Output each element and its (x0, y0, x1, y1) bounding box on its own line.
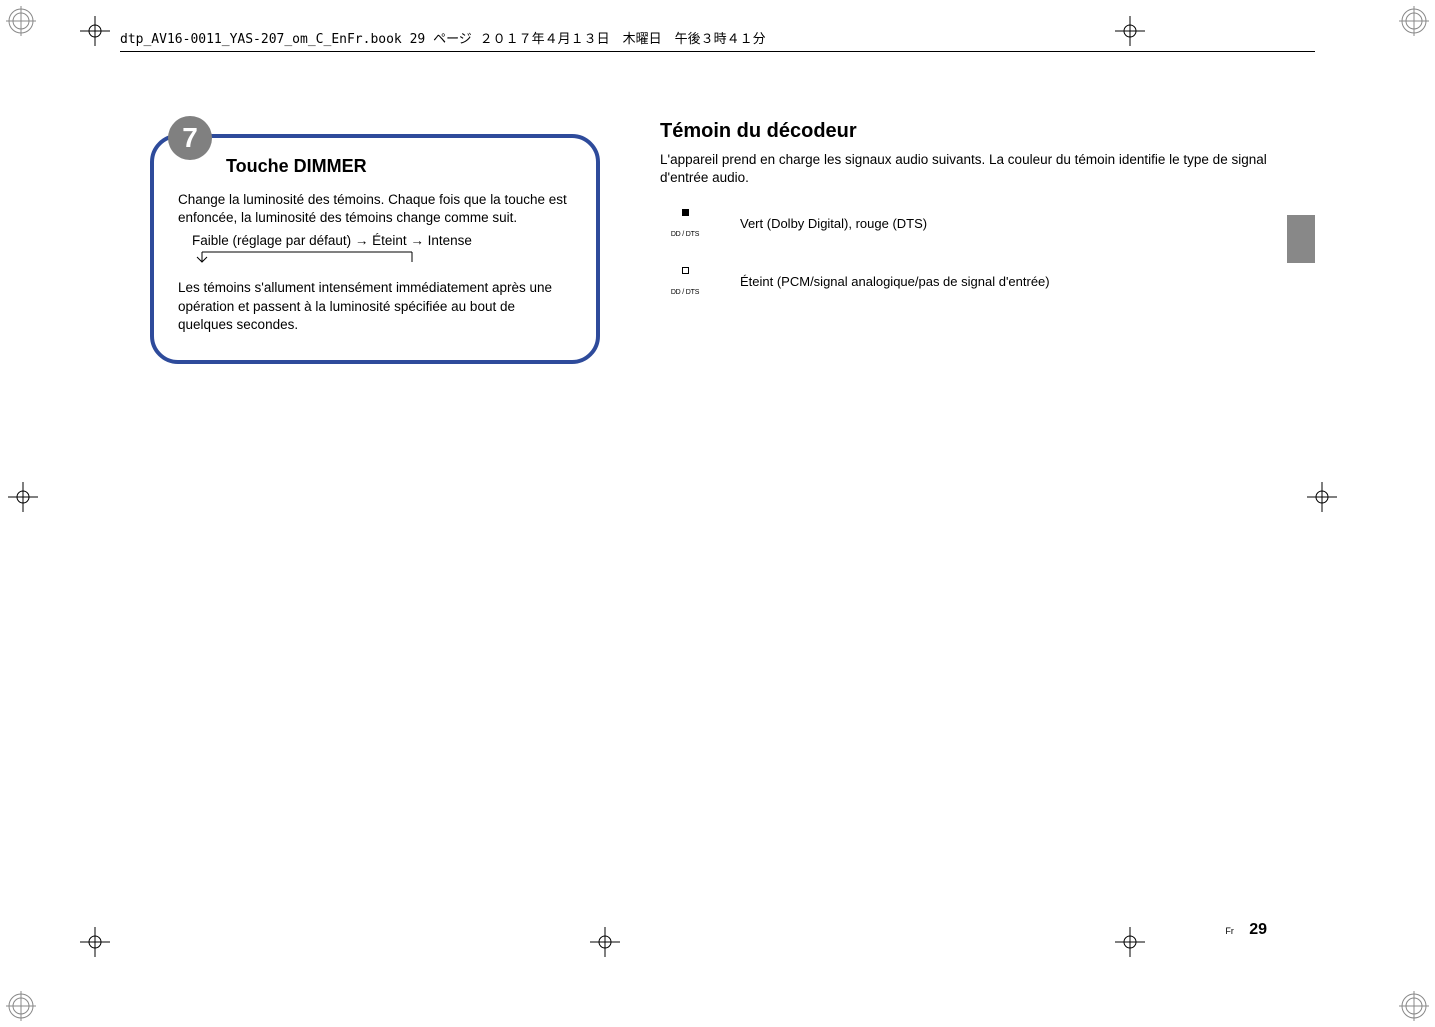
crop-mark (8, 482, 38, 512)
decoder-intro: L'appareil prend en charge les signaux a… (660, 151, 1285, 187)
indicator-row: DD / DTS Éteint (PCM/signal analogique/p… (660, 263, 1285, 299)
indicator-icon-off: DD / DTS (660, 263, 710, 299)
crop-mark (1115, 927, 1145, 957)
side-tab (1287, 215, 1315, 263)
page-footer: Fr 29 (1225, 921, 1267, 939)
crop-mark (590, 927, 620, 957)
led-icon (682, 209, 689, 216)
decoder-title: Témoin du décodeur (660, 120, 1285, 143)
right-column: Témoin du décodeur L'appareil prend en c… (660, 120, 1285, 364)
left-column: 7 Touche DIMMER Change la luminosité des… (150, 120, 600, 364)
dimmer-callout: 7 Touche DIMMER Change la luminosité des… (150, 134, 600, 364)
indicator-row: DD / DTS Vert (Dolby Digital), rouge (DT… (660, 205, 1285, 241)
reg-mark-tr (1399, 6, 1429, 36)
indicator-icon-on: DD / DTS (660, 205, 710, 241)
print-header: dtp_AV16-0011_YAS-207_om_C_EnFr.book 29 … (120, 28, 1315, 52)
indicator-label: DD / DTS (671, 231, 699, 238)
footer-page-number: 29 (1249, 921, 1267, 938)
indicator-desc: Éteint (PCM/signal analogique/pas de sig… (740, 274, 1050, 289)
crop-mark (80, 16, 110, 46)
reg-mark-bl (6, 991, 36, 1021)
crop-mark (80, 927, 110, 957)
crop-mark (1307, 482, 1337, 512)
callout-number-badge: 7 (168, 116, 212, 160)
reg-mark-tl (6, 6, 36, 36)
callout-title: Touche DIMMER (226, 156, 572, 177)
dimmer-cycle-text: Faible (réglage par défaut) → Éteint → I… (192, 233, 572, 248)
page-content: 7 Touche DIMMER Change la luminosité des… (150, 120, 1285, 364)
cycle-loop-arrow-icon (192, 250, 422, 264)
footer-lang: Fr (1225, 926, 1234, 936)
led-icon (682, 267, 689, 274)
callout-para2: Les témoins s'allument intensément imméd… (178, 279, 572, 334)
indicator-label: DD / DTS (671, 289, 699, 296)
indicator-desc: Vert (Dolby Digital), rouge (DTS) (740, 216, 927, 231)
reg-mark-br (1399, 991, 1429, 1021)
callout-para1: Change la luminosité des témoins. Chaque… (178, 191, 572, 227)
